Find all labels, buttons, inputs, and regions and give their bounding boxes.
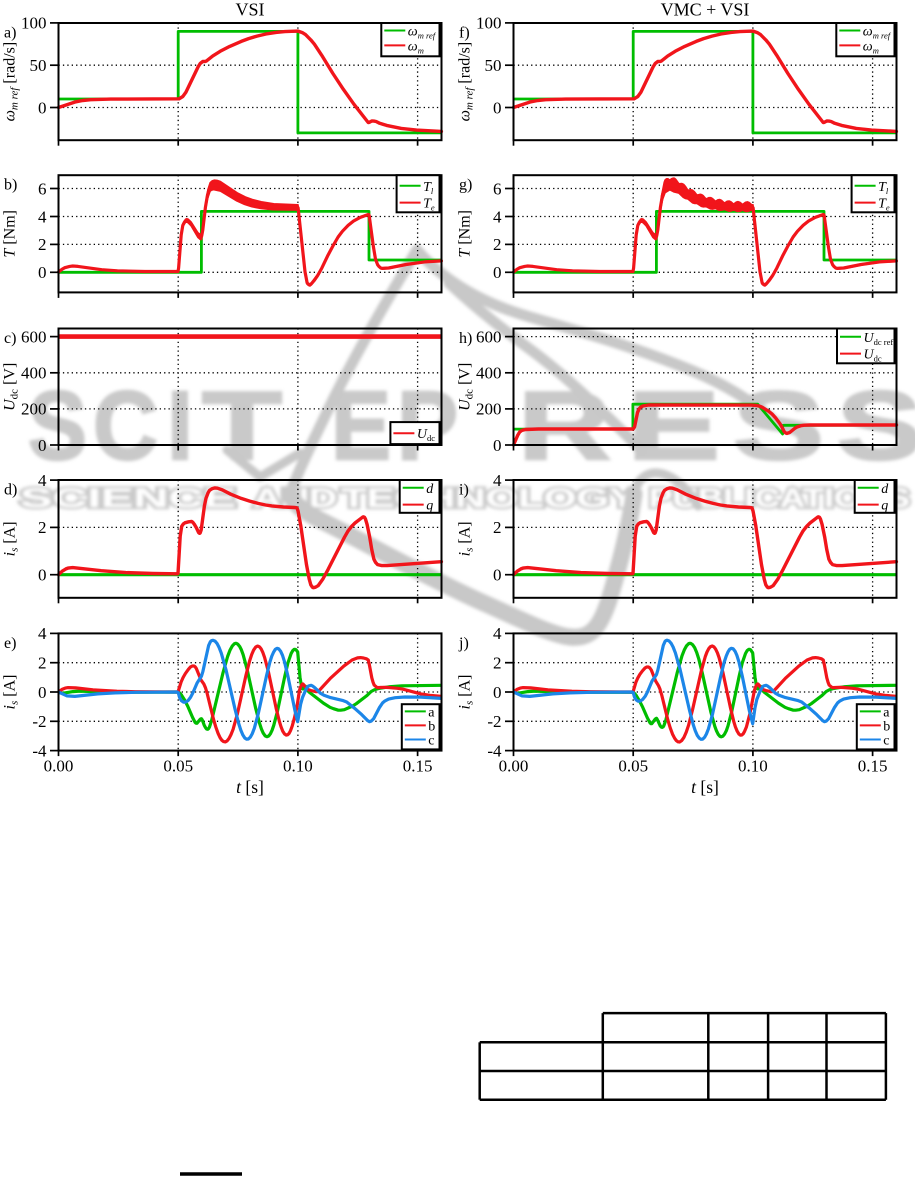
svg-text:Te: Te: [423, 197, 435, 213]
svg-text:0: 0: [493, 98, 502, 117]
svg-text:50: 50: [30, 56, 47, 75]
svg-text:c): c): [4, 330, 16, 347]
svg-text:a): a): [4, 25, 16, 42]
svg-text:600: 600: [476, 327, 502, 346]
svg-text:100: 100: [21, 14, 47, 33]
svg-text:0: 0: [38, 263, 47, 282]
svg-text:4: 4: [38, 624, 47, 643]
svg-text:-2: -2: [487, 712, 501, 731]
svg-text:ωm: ωm: [408, 39, 424, 55]
svg-text:q: q: [881, 499, 888, 514]
svg-text:0.10: 0.10: [283, 757, 313, 776]
svg-text:i): i): [459, 482, 469, 499]
svg-text:is [A]: is [A]: [2, 521, 21, 556]
svg-text:VMC + VSI: VMC + VSI: [661, 0, 750, 20]
svg-text:200: 200: [21, 400, 47, 419]
svg-text:0: 0: [38, 98, 47, 117]
svg-text:E: E: [627, 371, 720, 480]
svg-text:4: 4: [38, 471, 47, 490]
svg-text:is [A]: is [A]: [457, 521, 476, 556]
svg-text:-2: -2: [32, 712, 46, 731]
svg-text:b): b): [4, 177, 17, 194]
svg-text:j): j): [458, 635, 469, 652]
svg-text:2: 2: [38, 654, 47, 673]
svg-text:Tl: Tl: [878, 180, 889, 196]
svg-text:c: c: [883, 734, 889, 749]
svg-text:600: 600: [21, 327, 47, 346]
svg-text:6: 6: [493, 179, 502, 198]
svg-text:R: R: [518, 371, 611, 480]
svg-text:f): f): [459, 25, 470, 42]
svg-text:b: b: [428, 719, 435, 734]
svg-text:0: 0: [38, 566, 47, 585]
svg-text:0: 0: [493, 436, 502, 455]
svg-text:is [A]: is [A]: [457, 675, 476, 710]
svg-text:0: 0: [38, 436, 47, 455]
svg-text:4: 4: [493, 624, 502, 643]
svg-text:Udc: Udc: [417, 427, 435, 443]
svg-text:ωm ref: ωm ref: [408, 25, 437, 41]
svg-text:0: 0: [493, 683, 502, 702]
svg-text:2: 2: [493, 518, 502, 537]
svg-text:TECHNOLOGY: TECHNOLOGY: [341, 483, 637, 513]
svg-text:is [A]: is [A]: [2, 675, 21, 710]
svg-text:50: 50: [485, 56, 502, 75]
svg-text:0: 0: [493, 566, 502, 585]
svg-text:2: 2: [493, 654, 502, 673]
svg-text:4: 4: [493, 207, 502, 226]
svg-text:ωm: ωm: [863, 39, 879, 55]
svg-text:2: 2: [38, 518, 47, 537]
svg-text:Tl: Tl: [423, 180, 434, 196]
svg-text:0: 0: [38, 683, 47, 702]
svg-text:g): g): [459, 177, 472, 194]
svg-text:0.15: 0.15: [858, 757, 888, 776]
svg-text:100: 100: [476, 14, 502, 33]
svg-text:Udc ref: Udc ref: [864, 331, 894, 347]
svg-text:d): d): [4, 482, 17, 499]
svg-text:T [Nm]: T [Nm]: [2, 210, 19, 258]
svg-text:C: C: [93, 371, 158, 480]
svg-text:0.00: 0.00: [499, 757, 529, 776]
svg-text:t [s]: t [s]: [236, 777, 264, 797]
svg-text:400: 400: [21, 364, 47, 383]
svg-text:Udc [V]: Udc [V]: [2, 363, 21, 411]
svg-text:200: 200: [476, 400, 502, 419]
svg-text:I: I: [167, 371, 193, 480]
svg-text:d: d: [881, 482, 889, 497]
svg-text:ωm ref: ωm ref: [863, 25, 892, 41]
svg-text:e): e): [4, 635, 16, 652]
svg-text:q: q: [426, 499, 433, 514]
svg-text:400: 400: [476, 364, 502, 383]
svg-text:Udc: Udc: [864, 348, 882, 364]
svg-text:a: a: [883, 705, 890, 720]
svg-text:0.00: 0.00: [44, 757, 74, 776]
svg-text:h): h): [459, 330, 472, 347]
svg-text:2: 2: [493, 235, 502, 254]
svg-text:SCIENCE: SCIENCE: [20, 483, 236, 513]
svg-text:0.05: 0.05: [618, 757, 648, 776]
svg-text:Te: Te: [878, 197, 890, 213]
svg-text:T [Nm]: T [Nm]: [457, 210, 474, 258]
svg-text:0.05: 0.05: [163, 757, 193, 776]
svg-text:4: 4: [38, 207, 47, 226]
svg-text:-4: -4: [487, 741, 502, 760]
svg-text:b: b: [883, 719, 890, 734]
svg-text:VSI: VSI: [235, 0, 264, 20]
svg-text:c: c: [428, 734, 434, 749]
svg-text:a: a: [428, 705, 435, 720]
svg-text:-4: -4: [32, 741, 47, 760]
svg-text:0.15: 0.15: [403, 757, 433, 776]
svg-text:Udc [V]: Udc [V]: [457, 363, 476, 411]
svg-text:0.10: 0.10: [738, 757, 768, 776]
svg-text:0: 0: [493, 263, 502, 282]
svg-text:4: 4: [493, 471, 502, 490]
svg-text:2: 2: [38, 235, 47, 254]
svg-text:t [s]: t [s]: [691, 777, 719, 797]
svg-text:d: d: [426, 482, 434, 497]
svg-text:6: 6: [38, 179, 47, 198]
svg-text:ωm ref [rad/s]: ωm ref [rad/s]: [2, 42, 21, 122]
svg-text:ωm ref [rad/s]: ωm ref [rad/s]: [457, 42, 476, 122]
